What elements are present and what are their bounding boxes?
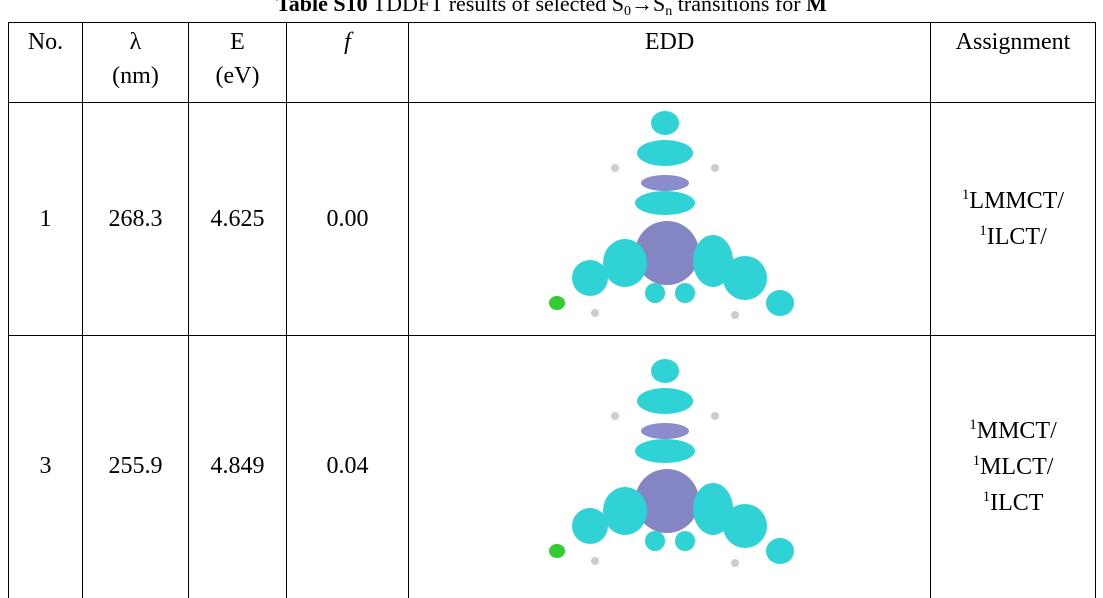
title-text: transitions for [672, 0, 806, 16]
edd-image [535, 103, 805, 328]
superscript: 1 [979, 223, 987, 239]
table-title: Table S10 TDDFT results of selected S0→S… [0, 0, 1103, 17]
assignment-line: 1LMMCT/ [931, 183, 1095, 219]
header-cell: No. [9, 23, 83, 103]
header-cell: EDD [409, 23, 931, 103]
title-text: →S [631, 0, 665, 16]
assignment-text: MLCT/ [980, 454, 1053, 480]
assignment-text: LMMCT/ [969, 188, 1064, 214]
header-cell: E(eV) [189, 23, 287, 103]
header-cell: Assignment [931, 23, 1096, 103]
assignment-cell: 1MMCT/1MLCT/1ILCT [931, 336, 1096, 598]
assignment-text: ILCT [990, 490, 1043, 516]
title-label: Table S10 [276, 0, 368, 16]
cell: 1 [9, 103, 83, 336]
cell: 268.3 [83, 103, 189, 336]
title-compound: M [806, 0, 827, 16]
cell: 4.625 [189, 103, 287, 336]
header-line: (eV) [189, 59, 286, 93]
edd-image [535, 351, 805, 576]
assignment-text: MMCT/ [977, 418, 1057, 444]
assignment-line: 1MMCT/ [931, 413, 1095, 449]
cell: 255.9 [83, 336, 189, 598]
header-cell: λ(nm) [83, 23, 189, 103]
cell: 3 [9, 336, 83, 598]
assignment-cell: 1LMMCT/1ILCT/ [931, 103, 1096, 336]
title-text: TDDFT results of selected S [368, 0, 624, 16]
cell: 4.849 [189, 336, 287, 598]
assignment-text: ILCT/ [987, 224, 1047, 250]
superscript: 1 [969, 417, 977, 433]
header-line: (nm) [83, 59, 188, 93]
header-row: No. λ(nm) E(eV) f EDD Assignment [9, 23, 1096, 103]
header-cell: f [287, 23, 409, 103]
title-sub: 0 [624, 4, 631, 19]
header-line: λ [83, 25, 188, 59]
assignment-line: 1MLCT/ [931, 449, 1095, 485]
header-line: E [189, 25, 286, 59]
page: Table S10 TDDFT results of selected S0→S… [0, 0, 1103, 593]
edd-cell [409, 336, 931, 598]
superscript: 1 [983, 489, 991, 505]
assignment-line: 1ILCT [931, 485, 1095, 521]
superscript: 1 [973, 453, 981, 469]
assignment-line: 1ILCT/ [931, 219, 1095, 255]
cell: 0.00 [287, 103, 409, 336]
cell: 0.04 [287, 336, 409, 598]
edd-cell [409, 103, 931, 336]
